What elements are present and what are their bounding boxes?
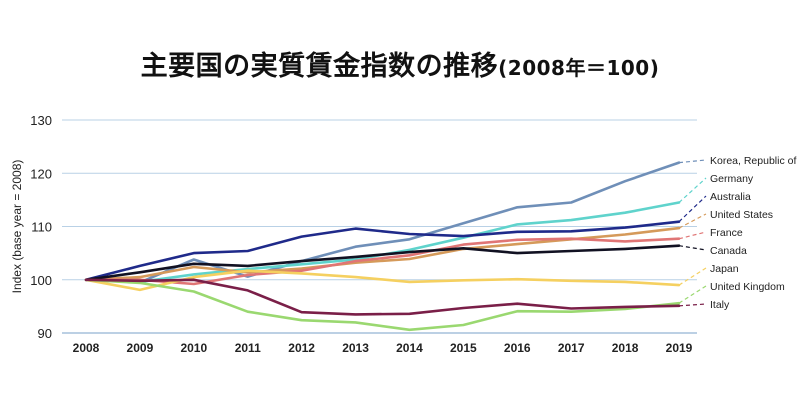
x-tick-label: 2012 (288, 341, 315, 355)
series-line-korea-republic-of (84, 161, 681, 284)
legend-label-united-kingdom: United Kingdom (710, 281, 785, 293)
legend-label-united-states: United States (710, 209, 773, 221)
chart-title: 主要国の実質賃金指数の推移(2008年＝100) (0, 44, 800, 83)
legend-label-canada: Canada (710, 245, 747, 257)
series-line-france (84, 237, 681, 286)
legend-leader-france (678, 231, 707, 240)
x-tick-label: 2018 (612, 341, 639, 355)
x-tick-label: 2016 (504, 341, 531, 355)
x-tick-label: 2010 (180, 341, 207, 355)
legend-leader-germany (678, 177, 707, 203)
legend-label-japan: Japan (710, 263, 739, 275)
y-tick-label: 130 (30, 113, 52, 128)
legend-leader-australia (678, 195, 707, 223)
series-line-australia (84, 220, 681, 282)
legend-label-france: France (710, 227, 743, 239)
x-tick-label: 2017 (558, 341, 585, 355)
x-tick-label: 2015 (450, 341, 477, 355)
x-tick-label: 2008 (73, 341, 100, 355)
y-tick-label: 90 (38, 326, 52, 341)
series-line-united-kingdom (84, 278, 681, 332)
x-tick-label: 2009 (127, 341, 154, 355)
legend-label-germany: Germany (710, 173, 754, 185)
legend-leader-korea-republic-of (678, 159, 707, 164)
y-tick-label: 110 (31, 220, 52, 235)
chart-title-main: 主要国の実質賃金指数の推移 (140, 51, 499, 82)
legend-label-italy: Italy (710, 299, 730, 311)
x-tick-label: 2014 (396, 341, 423, 355)
legend-leader-united-kingdom (678, 285, 707, 304)
legend-label-korea-republic-of: Korea, Republic of (710, 155, 796, 167)
x-tick-label: 2011 (235, 341, 261, 355)
series-line-italy (84, 278, 681, 316)
legend-leader-japan (678, 267, 707, 286)
y-axis-label: Index (base year = 2008) (10, 160, 24, 294)
series-line-canada (84, 244, 681, 282)
legend-leader-united-states (678, 213, 707, 229)
legend-leader-italy (678, 303, 707, 307)
legend-leader-canada (678, 245, 707, 251)
y-tick-label: 100 (30, 273, 52, 288)
y-tick-label: 120 (30, 166, 52, 181)
x-tick-label: 2019 (666, 341, 693, 355)
legend-label-australia: Australia (710, 191, 751, 203)
x-tick-label: 2013 (342, 341, 369, 355)
chart-title-suffix: (2008年＝100) (498, 56, 660, 80)
